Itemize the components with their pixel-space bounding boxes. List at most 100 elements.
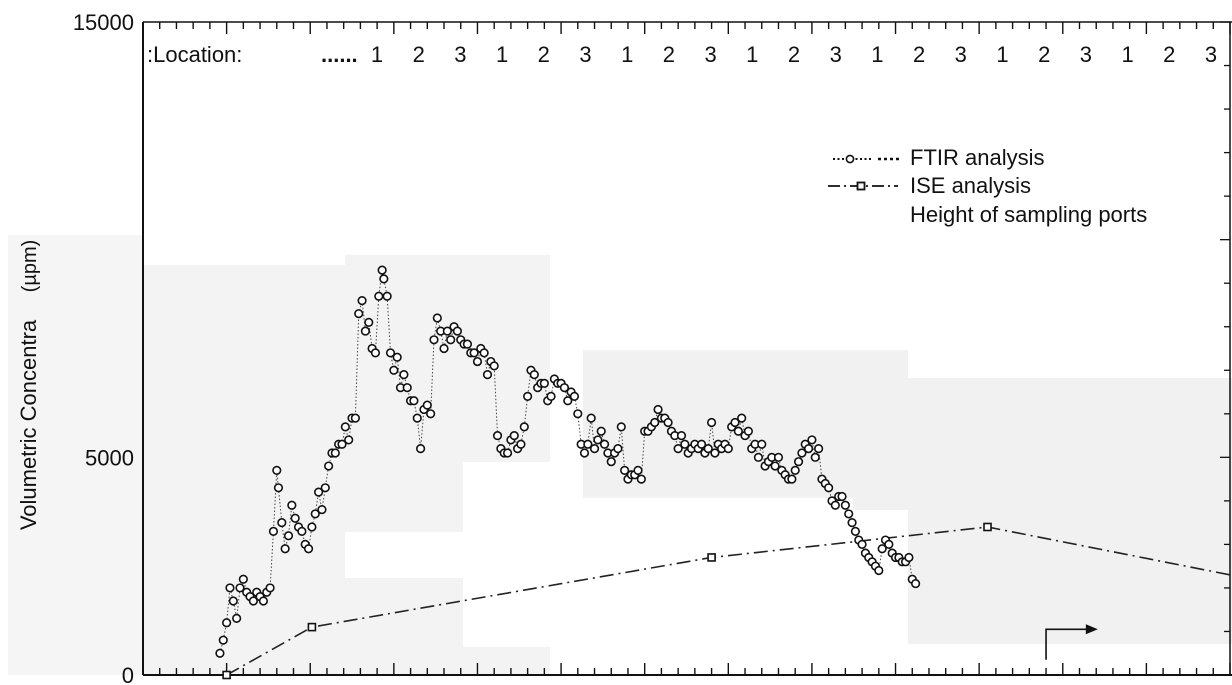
ftir-point — [753, 452, 764, 462]
ftir-point — [235, 583, 245, 593]
ftir-point — [757, 439, 767, 449]
y-tick-label: 15000 — [73, 10, 134, 35]
ftir-point — [215, 648, 225, 658]
ftir-point — [676, 430, 687, 441]
ftir-point — [268, 526, 279, 536]
ise-series — [222, 522, 1231, 680]
ftir-point — [599, 439, 610, 449]
ftir-point — [730, 417, 740, 428]
ftir-point — [330, 448, 340, 458]
ftir-point — [412, 413, 422, 423]
ftir-point — [523, 391, 533, 401]
ftir-point — [344, 435, 354, 445]
ftir-point — [277, 518, 287, 528]
ftir-point — [650, 417, 660, 428]
location-number: 2 — [663, 42, 675, 67]
ftir-point — [663, 417, 673, 428]
ftir-point — [874, 565, 884, 576]
ftir-point — [770, 461, 780, 471]
ftir-point — [633, 465, 643, 475]
ftir-point — [482, 370, 493, 380]
ftir-point — [313, 487, 324, 497]
ftir-point — [422, 400, 432, 410]
ftir-point — [516, 439, 526, 449]
ftir-point — [472, 356, 483, 367]
ftir-point — [593, 435, 603, 445]
ftir-point — [439, 343, 449, 354]
ise-point — [983, 522, 992, 532]
ftir-point — [810, 452, 820, 462]
y-tick-labels: 0 5000 15000 — [73, 10, 134, 685]
location-number: 1 — [871, 42, 883, 67]
ftir-point — [446, 335, 456, 345]
ftir-point — [703, 444, 713, 454]
ftir-point — [377, 265, 387, 275]
ftir-point — [258, 596, 269, 606]
ftir-point — [673, 444, 683, 454]
ftir-point — [680, 439, 690, 449]
ftir-point — [807, 435, 817, 445]
ftir-point — [573, 409, 583, 419]
location-number: 1 — [1121, 42, 1133, 67]
location-number: 2 — [913, 42, 925, 67]
ftir-point — [616, 422, 626, 432]
ftir-point — [218, 635, 228, 645]
ftir-point — [232, 613, 242, 624]
ftir-point — [844, 509, 854, 519]
ftir-point — [620, 465, 630, 475]
ftir-point — [793, 457, 804, 467]
location-number: 1 — [996, 42, 1008, 67]
ftir-point — [350, 413, 360, 423]
ftir-point — [877, 544, 887, 554]
ftir-point — [337, 439, 347, 449]
ftir-point — [222, 618, 232, 628]
ftir-point — [462, 339, 473, 349]
ftir-point — [606, 457, 616, 467]
ftir-point — [904, 552, 914, 563]
ftir-point — [324, 461, 334, 471]
location-number: 2 — [1163, 42, 1175, 67]
legend-ports-label: Height of sampling ports — [910, 202, 1147, 227]
ftir-point — [502, 448, 513, 458]
legend-ftir-label: FTIR analysis — [910, 145, 1044, 170]
ftir-point — [509, 430, 519, 441]
y-axis-label: Volumetric Concentra — [16, 319, 41, 530]
y-tick-label: 5000 — [85, 445, 134, 470]
ftir-point — [374, 291, 384, 301]
ftir-point — [432, 313, 442, 323]
ftir-series — [215, 265, 921, 658]
ftir-point — [382, 291, 392, 301]
ftir-point — [696, 439, 707, 449]
ftir-point — [317, 504, 327, 515]
ftir-point — [830, 500, 840, 510]
arrow-head — [1085, 624, 1098, 635]
ftir-point — [273, 483, 284, 493]
ftir-point — [723, 444, 733, 454]
location-row: :Location: ...... 1 2 3 1 2 3 1 2 3 1 2 3 1 2 3 1 2 3 1 2 3 — [147, 42, 1217, 67]
location-label: :Location: — [147, 42, 242, 67]
ftir-point — [706, 417, 717, 428]
ftir-point — [409, 396, 419, 406]
ftir-point — [280, 544, 290, 554]
ftir-point — [710, 448, 720, 458]
annotation-arrow — [1045, 624, 1098, 660]
ftir-point — [563, 396, 573, 406]
y-tick-label: 0 — [122, 663, 134, 685]
ftir-point — [392, 352, 402, 362]
location-prefix: ...... — [321, 42, 358, 67]
ftir-point — [492, 430, 503, 441]
ftir-point — [307, 522, 317, 532]
location-number: 3 — [830, 42, 842, 67]
location-number: 3 — [1205, 42, 1217, 67]
ftir-point — [340, 422, 350, 432]
ftir-point — [442, 326, 452, 336]
ftir-point — [297, 526, 307, 536]
ftir-point — [354, 309, 364, 319]
ftir-point — [539, 378, 549, 388]
ftir-point — [824, 483, 834, 493]
location-number: 2 — [413, 42, 425, 67]
ftir-point — [737, 413, 747, 423]
location-number: 1 — [621, 42, 633, 67]
ftir-point — [248, 596, 258, 606]
ftir-point — [357, 296, 367, 306]
